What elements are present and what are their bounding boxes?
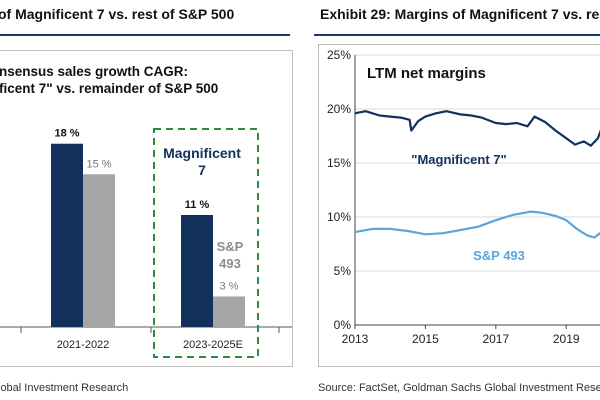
left-exhibit: of Magnificent 7 vs. rest of S&P 500 nse… [0, 0, 295, 400]
bar-magnificent-7 [51, 143, 83, 327]
left-title-rule [0, 34, 290, 36]
left-subtitle-line2: ficent 7" vs. remainder of S&P 500 [0, 81, 219, 96]
magnificent-7-series-label: "Magnificent 7" [411, 152, 506, 167]
y-tick-label: 10% [327, 210, 351, 224]
magnificent-7-annotation: Magnificent [163, 145, 241, 161]
y-tick-label: 25% [327, 48, 351, 62]
x-tick-label: 2015 [412, 332, 439, 346]
right-title-rule [314, 34, 600, 36]
bar-data-label: 11 % [185, 199, 210, 211]
left-chart-subtitle: nsensus sales growth CAGR: ficent 7" vs.… [0, 63, 218, 97]
sp-493-annotation: 493 [219, 256, 241, 271]
left-source-note: lobal Investment Research [0, 382, 129, 394]
x-category-label: 2023-2025E [183, 339, 243, 351]
left-chart-box: nsensus sales growth CAGR: ficent 7" vs.… [0, 50, 293, 367]
x-tick-label: 2013 [342, 332, 369, 346]
bar-sp-493 [83, 174, 115, 327]
sp-493-annotation: S&P [217, 239, 244, 254]
bar-magnificent-7 [181, 215, 213, 327]
sp-493-series-label: S&P 493 [473, 248, 525, 263]
right-exhibit-title: Exhibit 29: Margins of Magnificent 7 vs.… [320, 6, 600, 22]
bar-data-label: 15 % [86, 158, 111, 170]
bar-data-label: 3 % [220, 280, 239, 292]
right-chart-box: 0%5%10%15%20%25%201320152017201920LTM ne… [318, 44, 600, 367]
x-tick-label: 2017 [482, 332, 509, 346]
net-margins-line-chart: 0%5%10%15%20%25%201320152017201920LTM ne… [327, 48, 600, 346]
x-tick-label: 2019 [553, 332, 580, 346]
sp-493-margin-line [354, 210, 600, 239]
bar-data-label: 18 % [54, 128, 79, 140]
magnificent-7-margin-line [354, 110, 600, 147]
left-exhibit-title: of Magnificent 7 vs. rest of S&P 500 [0, 6, 235, 22]
bar-sp-493 [213, 296, 245, 327]
x-category-label: 2021-2022 [57, 339, 110, 351]
highlight-dashed-box [153, 128, 259, 358]
magnificent-7-annotation: 7 [198, 162, 206, 178]
left-subtitle-line1: nsensus sales growth CAGR: [0, 64, 189, 79]
y-tick-label: 5% [334, 264, 352, 278]
y-tick-label: 20% [327, 102, 351, 116]
y-tick-label: 15% [327, 156, 351, 170]
right-chart-subtitle: LTM net margins [367, 65, 486, 82]
right-source-note: Source: FactSet, Goldman Sachs Global In… [318, 382, 600, 394]
right-exhibit: Exhibit 29: Margins of Magnificent 7 vs.… [306, 0, 600, 400]
y-tick-label: 0% [334, 318, 352, 332]
sales-growth-bar-chart: 18 % 15 % 2021-2022 11 % 3 % 2023-2025E Magnif… [0, 128, 292, 358]
